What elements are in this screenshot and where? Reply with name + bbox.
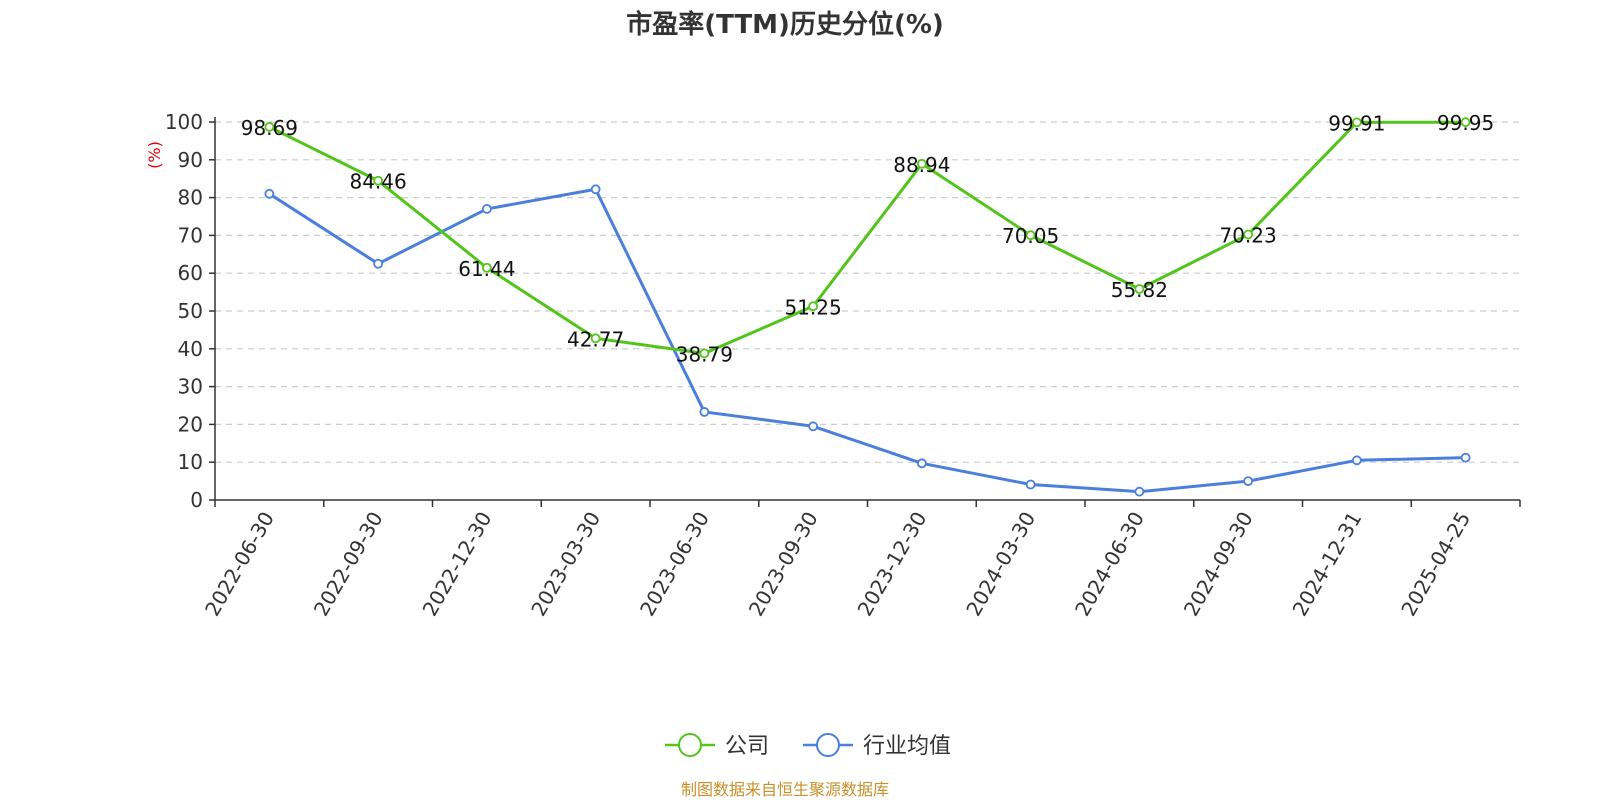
data-point xyxy=(373,258,384,269)
x-tick-label: 2023-03-30 xyxy=(526,508,605,621)
x-tick-label: 2024-12-31 xyxy=(1287,508,1366,621)
data-point xyxy=(808,301,819,312)
data-point xyxy=(481,204,492,214)
source-note: 制图数据来自恒生聚源数据库 xyxy=(680,780,889,799)
data-point xyxy=(1460,117,1471,128)
data-label: 70.05 xyxy=(1002,224,1059,248)
data-point xyxy=(808,421,819,432)
axes xyxy=(214,117,1520,501)
data-label: 38.79 xyxy=(676,342,733,366)
data-point xyxy=(1243,229,1254,240)
data-point xyxy=(699,407,710,417)
legend[interactable]: 公司 行业均值 xyxy=(665,733,951,759)
data-label: 61.44 xyxy=(458,257,515,281)
y-tick-labels: 0 10 20 30 40 50 60 70 80 90 100 xyxy=(165,110,215,512)
legend-item-label: 公司 xyxy=(725,734,769,759)
data-label: 99.95 xyxy=(1437,111,1494,135)
legend-swatch-marker xyxy=(816,733,840,757)
data-point xyxy=(1025,230,1036,241)
series-line xyxy=(268,120,1466,355)
y-tick-label: 50 xyxy=(178,299,203,323)
data-point xyxy=(1134,284,1145,294)
data-point xyxy=(1460,452,1471,463)
data-labels: 98.69 84.46 61.44 42.77 38.79 51.25 88.94 70.05… xyxy=(241,111,1495,366)
grid-lines xyxy=(215,121,1520,463)
data-point xyxy=(373,175,384,186)
data-point xyxy=(1351,117,1362,128)
data-point xyxy=(916,158,927,169)
data-point xyxy=(1025,479,1036,490)
y-tick-label: 40 xyxy=(178,337,203,361)
x-tick-label: 2024-06-30 xyxy=(1070,508,1149,621)
x-tick-label: 2024-09-30 xyxy=(1179,508,1258,621)
x-tick-label: 2023-12-30 xyxy=(852,508,931,621)
data-label: 98.69 xyxy=(241,116,298,140)
y-tick-label: 70 xyxy=(178,223,203,247)
y-tick-label: 80 xyxy=(178,186,203,210)
y-tick-label: 100 xyxy=(165,110,203,134)
y-tick-label: 30 xyxy=(178,375,203,399)
x-tick-label: 2024-03-30 xyxy=(961,508,1040,621)
y-tick-label: 0 xyxy=(190,488,203,512)
series-line xyxy=(268,187,1466,494)
data-label: 55.82 xyxy=(1111,278,1168,302)
data-label: 84.46 xyxy=(349,170,406,194)
data-point xyxy=(1134,486,1145,497)
chart-title: 市盈率(TTM)历史分位(%) xyxy=(626,10,944,40)
legend-swatch-marker xyxy=(678,733,702,757)
y-tick-label: 90 xyxy=(178,148,203,172)
data-label: 99.91 xyxy=(1328,111,1385,135)
data-point xyxy=(699,348,710,359)
data-point xyxy=(481,262,492,273)
data-point xyxy=(916,458,927,469)
y-axis-title: (%) xyxy=(145,141,164,169)
x-tick-label: 2025-04-25 xyxy=(1396,508,1475,621)
data-label: 88.94 xyxy=(893,153,950,177)
x-tick-label: 2022-09-30 xyxy=(309,508,388,621)
x-tick-label: 2023-09-30 xyxy=(744,508,823,621)
x-tick-label: 2023-06-30 xyxy=(635,508,714,621)
data-point xyxy=(1243,476,1254,487)
x-tick-label: 2022-06-30 xyxy=(200,508,279,621)
data-point xyxy=(264,122,275,132)
data-label: 42.77 xyxy=(567,327,624,351)
legend-item-label: 行业均值 xyxy=(863,734,951,759)
data-point xyxy=(590,333,601,344)
data-point xyxy=(1351,455,1362,466)
x-tick-label: 2022-12-30 xyxy=(417,508,496,621)
series-lines xyxy=(264,117,1471,497)
data-point xyxy=(590,184,601,195)
data-label: 51.25 xyxy=(784,295,841,319)
y-tick-label: 60 xyxy=(178,261,203,285)
y-tick-label: 20 xyxy=(178,412,203,436)
y-tick-label: 10 xyxy=(178,450,203,474)
data-label: 70.23 xyxy=(1219,224,1276,248)
data-point xyxy=(264,188,275,199)
x-tick-labels: 2022-06-30 2022-09-30 2022-12-30 2023-03-30… xyxy=(200,500,1521,621)
